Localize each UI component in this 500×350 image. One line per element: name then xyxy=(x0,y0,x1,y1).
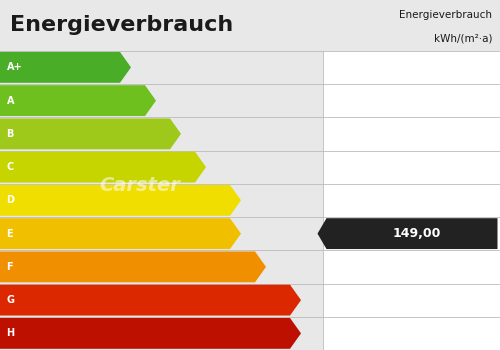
Text: G: G xyxy=(6,295,14,305)
Polygon shape xyxy=(0,118,181,149)
Text: D: D xyxy=(6,195,14,205)
Text: 149,00: 149,00 xyxy=(393,227,441,240)
Text: F: F xyxy=(6,262,13,272)
Text: Energieverbrauch: Energieverbrauch xyxy=(10,15,233,35)
Polygon shape xyxy=(0,218,241,249)
Polygon shape xyxy=(318,218,498,249)
Bar xyxy=(322,51,500,350)
Polygon shape xyxy=(0,318,301,349)
Text: E: E xyxy=(6,229,13,239)
Text: A+: A+ xyxy=(6,62,22,72)
Text: Carster: Carster xyxy=(100,176,180,195)
Polygon shape xyxy=(0,52,131,83)
Text: Energieverbrauch: Energieverbrauch xyxy=(400,10,492,20)
Polygon shape xyxy=(0,251,266,282)
Text: H: H xyxy=(6,328,14,338)
Polygon shape xyxy=(0,185,241,216)
Text: A: A xyxy=(6,96,14,106)
Polygon shape xyxy=(0,152,206,183)
Polygon shape xyxy=(0,85,156,116)
Text: C: C xyxy=(6,162,14,172)
Text: B: B xyxy=(6,129,14,139)
Polygon shape xyxy=(0,285,301,316)
Text: kWh/(m²·a): kWh/(m²·a) xyxy=(434,33,492,43)
